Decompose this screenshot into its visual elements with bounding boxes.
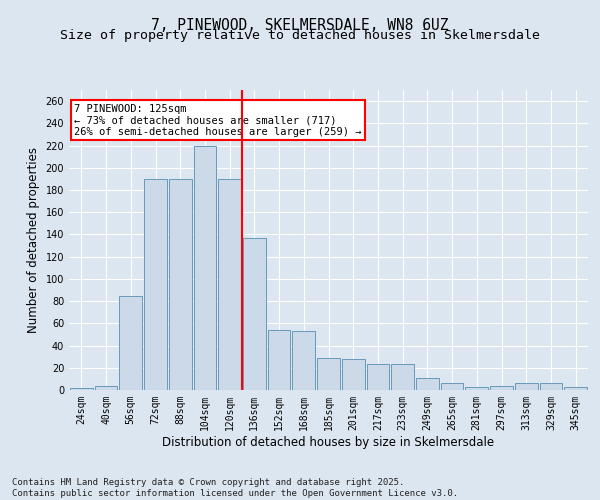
Bar [564, 386, 587, 390]
Bar [342, 359, 365, 390]
Bar [391, 364, 414, 390]
Bar [441, 384, 463, 390]
Bar [95, 386, 118, 390]
Text: 7 PINEWOOD: 125sqm
← 73% of detached houses are smaller (717)
26% of semi-detach: 7 PINEWOOD: 125sqm ← 73% of detached hou… [74, 104, 362, 136]
Bar [466, 386, 488, 390]
Text: Size of property relative to detached houses in Skelmersdale: Size of property relative to detached ho… [60, 29, 540, 42]
X-axis label: Distribution of detached houses by size in Skelmersdale: Distribution of detached houses by size … [163, 436, 494, 448]
Text: 7, PINEWOOD, SKELMERSDALE, WN8 6UZ: 7, PINEWOOD, SKELMERSDALE, WN8 6UZ [151, 18, 449, 32]
Bar [367, 364, 389, 390]
Text: Contains HM Land Registry data © Crown copyright and database right 2025.
Contai: Contains HM Land Registry data © Crown c… [12, 478, 458, 498]
Bar [70, 388, 93, 390]
Bar [292, 331, 315, 390]
Y-axis label: Number of detached properties: Number of detached properties [27, 147, 40, 333]
Bar [119, 296, 142, 390]
Bar [539, 384, 562, 390]
Bar [243, 238, 266, 390]
Bar [144, 179, 167, 390]
Bar [268, 330, 290, 390]
Bar [515, 384, 538, 390]
Bar [317, 358, 340, 390]
Bar [490, 386, 513, 390]
Bar [194, 146, 216, 390]
Bar [218, 179, 241, 390]
Bar [169, 179, 191, 390]
Bar [416, 378, 439, 390]
